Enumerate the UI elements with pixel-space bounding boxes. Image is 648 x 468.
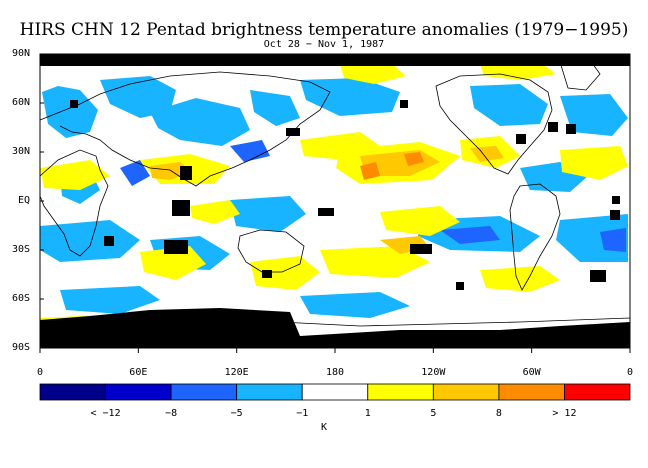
missing-data-regions: [40, 54, 630, 348]
missing-data-patch: [612, 196, 620, 204]
extreme-warm-anomaly-regions: [360, 152, 424, 180]
warm-anomaly-arctic-n-pacific: [340, 62, 406, 84]
latitude-label: 90S: [11, 342, 30, 353]
strong-cold-n-atlantic: [600, 228, 626, 252]
missing-data-patch: [548, 122, 558, 132]
extreme-warm-cent-pacific-w: [360, 162, 380, 180]
longitude-label: 60E: [129, 367, 148, 378]
longitude-label: 0: [36, 367, 44, 378]
latitude-label: 60N: [11, 97, 30, 108]
colorbar-label: > 12: [552, 408, 577, 419]
latitude-label: 30N: [11, 146, 30, 157]
warm-anomaly-w-pacific-south: [190, 200, 240, 224]
warm-anomaly-australia: [250, 256, 320, 290]
latitude-label: 60S: [11, 293, 30, 304]
cold-anomaly-s-atlantic: [40, 220, 140, 262]
strong-cold-china: [230, 140, 270, 162]
map-subtitle: Oct 28 − Nov 1, 1987: [263, 39, 385, 50]
cold-anomaly-n-atlantic: [42, 86, 98, 138]
cold-anomaly-europe: [100, 76, 176, 118]
missing-data-arctic-band: [40, 54, 630, 66]
missing-data-patch: [318, 208, 334, 216]
coastline-antarctic: [39, 317, 631, 331]
missing-data-patch: [164, 240, 188, 254]
missing-data-antarctica: [40, 308, 630, 348]
warm-anomaly-n-atlantic: [560, 146, 628, 180]
coastline-africa: [39, 149, 109, 257]
strong-cold-anomaly-regions: [120, 140, 626, 252]
longitude-label: 120W: [421, 367, 446, 378]
cold-anomaly-asia: [150, 98, 250, 146]
map-title: HIRS CHN 12 Pentad brightness temperatur…: [19, 20, 629, 40]
colorbar-label: −5: [230, 408, 243, 419]
colorbar-label: −1: [296, 408, 309, 419]
missing-data-patch: [172, 200, 190, 216]
missing-data-patch: [590, 270, 606, 282]
colorbar-swatch: [39, 383, 106, 401]
colorbar-swatch: [301, 383, 369, 401]
colorbar: [39, 383, 631, 401]
coastline-eurasia: [39, 71, 331, 187]
longitude-label: 180: [325, 367, 345, 378]
longitude-label: 0: [626, 367, 634, 378]
latitude-label: 30S: [11, 244, 30, 255]
cold-anomaly-s-ocean-atl: [60, 286, 160, 314]
missing-data-patch: [566, 124, 576, 134]
missing-data-patch: [410, 244, 432, 254]
colorbar-swatch: [432, 383, 500, 401]
coastlines: [39, 59, 631, 331]
colorbar-swatch: [236, 383, 303, 401]
anomaly-field: [40, 54, 630, 348]
latitude-label: EQ: [17, 195, 30, 206]
cold-anomaly-s-ocean-pac: [300, 292, 410, 318]
colorbar-label: 8: [495, 408, 502, 419]
colorbar-swatch: [170, 383, 238, 401]
warm-anomaly-s-pacific-north: [380, 206, 460, 236]
longitude-label: 120E: [224, 367, 249, 378]
coastline-greenland: [559, 59, 601, 91]
strong-warm-e-pacific: [470, 146, 504, 162]
colorbar-swatch: [367, 383, 434, 401]
missing-data-patch: [262, 270, 272, 278]
cold-anomaly-n-pacific: [300, 78, 400, 116]
missing-data-patch: [456, 282, 464, 290]
missing-data-patch: [516, 134, 526, 144]
missing-data-patch: [610, 210, 620, 220]
warm-anomaly-s-atlantic: [140, 246, 206, 280]
cold-anomaly-n-america: [470, 84, 548, 126]
axis-ticks: [39, 53, 631, 353]
cold-anomaly-mid-pacific: [230, 196, 306, 232]
longitude-label: 60W: [522, 367, 541, 378]
coastline-australia: [237, 229, 305, 273]
missing-data-patch: [180, 166, 192, 180]
latitude-label: 90N: [11, 48, 30, 59]
colorbar-unit: K: [320, 422, 328, 433]
strong-cold-s-pacific: [440, 226, 500, 244]
warm-anomaly-s-america: [480, 266, 560, 292]
strong-cold-indian: [120, 160, 150, 186]
cold-anomaly-ne-asia: [250, 90, 300, 126]
warm-anomaly-arctic-america: [480, 62, 556, 80]
colorbar-label: 1: [364, 408, 371, 419]
colorbar-swatch: [564, 383, 631, 401]
warm-anomaly-n-africa: [40, 160, 110, 190]
missing-data-patch: [400, 100, 408, 108]
extreme-warm-cent-pacific-e: [404, 152, 424, 166]
colorbar-swatch: [105, 383, 172, 401]
colorbar-label: −8: [165, 408, 178, 419]
colorbar-label: < −12: [90, 408, 121, 419]
coastline-south-america: [509, 183, 561, 291]
warm-anomaly-s-pacific-south: [320, 246, 430, 278]
coastline-north-america: [435, 73, 553, 175]
missing-data-patch: [70, 100, 78, 108]
colorbar-swatch: [498, 383, 565, 401]
colorbar-label: 5: [430, 408, 437, 419]
cold-anomaly-n-atlantic-east: [560, 94, 628, 136]
missing-data-patch: [104, 236, 114, 246]
